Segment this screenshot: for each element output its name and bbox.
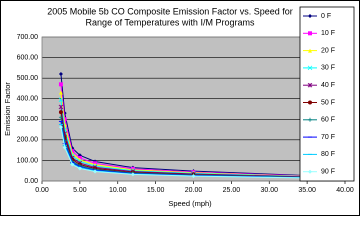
marker <box>70 149 75 154</box>
marker <box>308 14 312 18</box>
y-tick-label: 400.00 <box>17 96 39 103</box>
marker <box>58 110 63 115</box>
x-tick-label: 10.00 <box>109 187 127 194</box>
x-tick-label: 20.00 <box>185 187 203 194</box>
x-axis-title: Speed (mph) <box>168 199 212 208</box>
marker <box>58 82 63 87</box>
x-tick-label: 40.00 <box>336 187 354 194</box>
marker <box>191 174 196 179</box>
plot-area <box>42 37 345 181</box>
y-tick-label: 200.00 <box>17 137 39 144</box>
marker <box>70 162 75 167</box>
x-tick-label: 5.00 <box>73 187 87 194</box>
x-tick-label: 15.00 <box>147 187 165 194</box>
legend-label: 50 F <box>321 99 335 106</box>
legend-label: 10 F <box>321 30 335 37</box>
chart-title: 2005 Mobile 5b CO Composite Emission Fac… <box>47 6 293 16</box>
marker <box>58 125 63 130</box>
marker <box>58 97 64 103</box>
series-line <box>60 127 315 179</box>
marker <box>58 104 64 110</box>
legend-label: 90 F <box>321 169 335 176</box>
legend-label: 60 F <box>321 117 335 124</box>
y-tick-label: 100.00 <box>17 157 39 164</box>
marker <box>308 100 312 105</box>
y-tick-label: 300.00 <box>17 116 39 123</box>
marker <box>58 90 63 95</box>
chart-title: Range of Temperatures with I/M Programs <box>86 17 255 27</box>
marker <box>77 166 82 171</box>
legend-label: 0 F <box>321 13 331 20</box>
legend-label: 70 F <box>321 134 335 141</box>
y-tick-label: 0.00 <box>24 178 38 185</box>
series-line <box>60 92 315 178</box>
marker <box>130 172 135 177</box>
y-tick-label: 600.00 <box>17 54 39 61</box>
y-axis-title: Emission Factor <box>3 82 12 136</box>
series-line <box>60 84 315 177</box>
series-line <box>60 99 315 178</box>
marker <box>308 31 312 36</box>
marker <box>307 82 313 88</box>
marker <box>307 65 313 71</box>
marker <box>58 72 63 77</box>
marker <box>93 169 98 174</box>
x-tick-label: 25.00 <box>223 187 241 194</box>
y-tick-label: 700.00 <box>17 34 39 41</box>
x-tick-label: 35.00 <box>298 187 316 194</box>
legend-label: 40 F <box>321 82 335 89</box>
legend-label: 80 F <box>321 151 335 158</box>
y-tick-label: 500.00 <box>17 75 39 82</box>
marker <box>62 117 67 122</box>
x-tick-label: 30.00 <box>260 187 278 194</box>
chart: 2005 Mobile 5b CO Composite Emission Fac… <box>0 0 360 216</box>
legend-label: 20 F <box>321 47 335 54</box>
legend-label: 30 F <box>321 65 335 72</box>
marker <box>58 115 63 120</box>
marker <box>308 117 312 122</box>
legend-box <box>299 6 355 182</box>
x-tick-label: 0.00 <box>35 187 49 194</box>
marker <box>62 145 67 150</box>
marker <box>308 48 312 53</box>
marker <box>308 169 312 174</box>
